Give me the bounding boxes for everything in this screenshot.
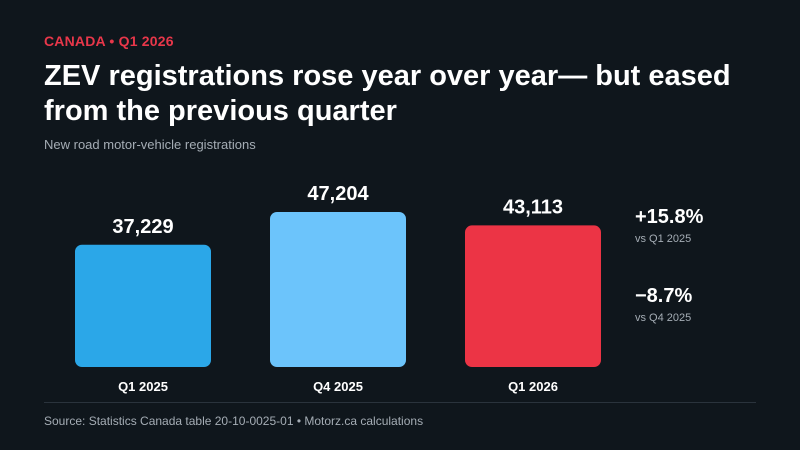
category-label-q1-2026: Q1 2026 bbox=[508, 379, 558, 394]
qoq-change-label: vs Q4 2025 bbox=[635, 312, 692, 324]
value-label-q4-2025: 47,204 bbox=[307, 183, 369, 205]
yoy-change: +15.8% vs Q1 2025 bbox=[635, 206, 703, 245]
category-label-q1-2025: Q1 2025 bbox=[118, 379, 168, 394]
qoq-change: −8.7% vs Q4 2025 bbox=[635, 285, 692, 324]
bar-q1-2026 bbox=[465, 225, 601, 367]
value-label-q1-2026: 43,113 bbox=[503, 196, 563, 218]
category-label-q4-2025: Q4 2025 bbox=[313, 379, 363, 394]
chart-title: ZEV registrations rose year over year— b… bbox=[44, 60, 731, 127]
source-note: Source: Statistics Canada table 20-10-00… bbox=[44, 414, 424, 428]
kicker-label: CANADA • Q1 2026 bbox=[44, 33, 174, 49]
bar-q4-2025 bbox=[270, 212, 406, 367]
bar-q1-2025 bbox=[75, 244, 211, 367]
qoq-change-value: −8.7% bbox=[635, 285, 693, 307]
value-label-q1-2025: 37,229 bbox=[112, 216, 173, 238]
chart-subtitle: New road motor-vehicle registrations bbox=[44, 137, 256, 152]
yoy-change-value: +15.8% bbox=[635, 206, 704, 228]
footer-divider bbox=[44, 402, 756, 403]
yoy-change-label: vs Q1 2025 bbox=[635, 233, 692, 245]
